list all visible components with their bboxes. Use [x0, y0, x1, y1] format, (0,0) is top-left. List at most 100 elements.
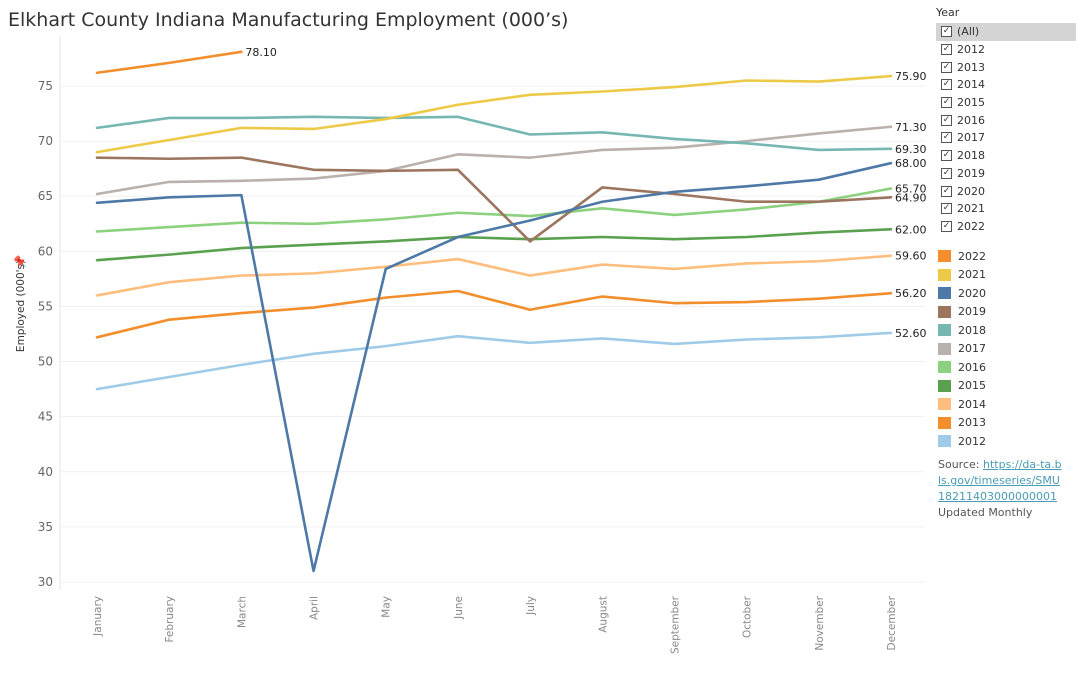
- legend-item-2020[interactable]: 2020: [936, 284, 1076, 303]
- legend-label: 2012: [958, 434, 986, 448]
- legend-item-2019[interactable]: 2019: [936, 303, 1076, 322]
- legend-label: 2014: [958, 397, 986, 411]
- legend-label: 2020: [958, 286, 986, 300]
- checkbox-icon[interactable]: ✓: [941, 203, 952, 215]
- filter-item-label: 2021: [957, 202, 985, 216]
- legend-swatch: [938, 287, 951, 300]
- filter-item-2018[interactable]: ✓ 2018: [936, 147, 1076, 165]
- legend-swatch: [938, 305, 951, 318]
- y-tick-label: 75: [38, 79, 53, 93]
- legend-item-2012[interactable]: 2012: [936, 432, 1076, 451]
- end-label-2014: 59.60: [895, 250, 927, 263]
- x-tick-label: May: [381, 596, 393, 618]
- pin-icon[interactable]: 📌: [13, 255, 27, 269]
- filter-item-label: 2014: [957, 78, 985, 92]
- checkbox-icon[interactable]: ✓: [941, 97, 952, 109]
- end-label-2020: 68.00: [895, 157, 927, 170]
- color-legend: 2022 2021 2020 2019 2018 2017 2016 2015 2014 2013…: [936, 247, 1076, 451]
- series-line-2012[interactable]: [95, 331, 893, 391]
- x-tick-label: June: [453, 596, 465, 620]
- filter-item-2017[interactable]: ✓ 2017: [936, 129, 1076, 147]
- year-filter-list: ✓ (All) ✓ 2012 ✓ 2013 ✓ 2014 ✓ 2015 ✓ 2016 ✓ 2017 ✓ 201…: [936, 23, 1076, 235]
- legend-item-2017[interactable]: 2017: [936, 340, 1076, 359]
- filter-item-2013[interactable]: ✓ 2013: [936, 58, 1076, 76]
- end-label-2017: 71.30: [895, 121, 927, 134]
- legend-item-2016[interactable]: 2016: [936, 358, 1076, 377]
- filter-item-label: 2018: [957, 149, 985, 163]
- series-line-2017[interactable]: [95, 125, 893, 196]
- legend-item-2022[interactable]: 2022: [936, 247, 1076, 266]
- end-label-2019: 64.90: [895, 191, 927, 204]
- filter-item-label: 2015: [957, 96, 985, 110]
- y-tick-label: 70: [38, 134, 53, 148]
- legend-label: 2021: [958, 268, 986, 282]
- legend-swatch: [938, 361, 951, 374]
- filter-item-2019[interactable]: ✓ 2019: [936, 165, 1076, 183]
- y-tick-label: 35: [38, 520, 53, 534]
- y-axis-label: Employed (000's): [15, 260, 27, 352]
- legend-label: 2019: [958, 305, 986, 319]
- series-line-2020[interactable]: [95, 161, 893, 573]
- legend-label: 2022: [958, 249, 986, 263]
- checkbox-icon[interactable]: ✓: [941, 61, 952, 73]
- series-line-2019[interactable]: [95, 156, 893, 243]
- filter-item-2021[interactable]: ✓ 2021: [936, 200, 1076, 218]
- filter-item-2014[interactable]: ✓ 2014: [936, 76, 1076, 94]
- series-line-2015[interactable]: [95, 227, 893, 262]
- end-label-2012: 52.60: [895, 327, 927, 340]
- filter-item-2016[interactable]: ✓ 2016: [936, 111, 1076, 129]
- x-tick-label: September: [669, 595, 681, 654]
- checkbox-icon[interactable]: ✓: [941, 150, 952, 162]
- filter-item-all[interactable]: ✓ (All): [936, 23, 1076, 41]
- y-tick-label: 60: [38, 244, 53, 258]
- legend-swatch: [938, 398, 951, 411]
- checkbox-icon[interactable]: ✓: [941, 26, 952, 38]
- y-tick-label: 40: [38, 465, 53, 479]
- end-label-2013: 56.20: [895, 287, 927, 300]
- source-prefix: Source:: [938, 458, 983, 471]
- checkbox-icon[interactable]: ✓: [941, 44, 952, 56]
- legend-item-2013[interactable]: 2013: [936, 414, 1076, 433]
- series-line-2013[interactable]: [95, 289, 893, 339]
- legend-item-2014[interactable]: 2014: [936, 395, 1076, 414]
- legend-label: 2015: [958, 379, 986, 393]
- y-axis: 30 35 40 45 50 55 60 65 70 75: [38, 35, 61, 590]
- series-line-2021[interactable]: [95, 74, 893, 154]
- series-line-2014[interactable]: [95, 254, 893, 297]
- legend-label: 2013: [958, 416, 986, 430]
- series-line-2016[interactable]: [95, 187, 893, 233]
- checkbox-icon[interactable]: ✓: [941, 220, 952, 232]
- filter-item-2015[interactable]: ✓ 2015: [936, 94, 1076, 112]
- x-tick-label: April: [309, 596, 321, 620]
- y-tick-label: 50: [38, 355, 53, 369]
- legend-swatch: [938, 435, 951, 448]
- legend-swatch: [938, 379, 951, 392]
- legend-swatch: [938, 268, 951, 281]
- x-tick-label: December: [886, 595, 898, 650]
- checkbox-icon[interactable]: ✓: [941, 185, 952, 197]
- source-link[interactable]: https://da-ta.bls.gov/timeseries/SMU1821…: [938, 458, 1062, 503]
- legend-item-2018[interactable]: 2018: [936, 321, 1076, 340]
- series-line-2018[interactable]: [95, 115, 893, 152]
- y-tick-label: 30: [38, 575, 53, 589]
- filter-item-2012[interactable]: ✓ 2012: [936, 41, 1076, 59]
- legend-item-2015[interactable]: 2015: [936, 377, 1076, 396]
- y-tick-label: 65: [38, 189, 53, 203]
- filter-item-2022[interactable]: ✓ 2022: [936, 218, 1076, 236]
- filter-item-label: 2022: [957, 219, 985, 233]
- legend-item-2021[interactable]: 2021: [936, 266, 1076, 285]
- series-line-2022[interactable]: [95, 50, 243, 75]
- filter-item-label: 2020: [957, 184, 985, 198]
- filter-item-2020[interactable]: ✓ 2020: [936, 182, 1076, 200]
- filter-item-label: (All): [957, 25, 980, 39]
- source-note: Source: https://da-ta.bls.gov/timeseries…: [938, 457, 1064, 521]
- checkbox-icon[interactable]: ✓: [941, 167, 952, 179]
- legend-swatch: [938, 250, 951, 263]
- checkbox-icon[interactable]: ✓: [941, 132, 952, 144]
- end-label-2015: 62.00: [895, 223, 927, 236]
- updated-note: Updated Monthly: [938, 506, 1033, 519]
- end-label-2018: 69.30: [895, 143, 927, 156]
- checkbox-icon[interactable]: ✓: [941, 79, 952, 91]
- legend-swatch: [938, 324, 951, 337]
- checkbox-icon[interactable]: ✓: [941, 114, 952, 126]
